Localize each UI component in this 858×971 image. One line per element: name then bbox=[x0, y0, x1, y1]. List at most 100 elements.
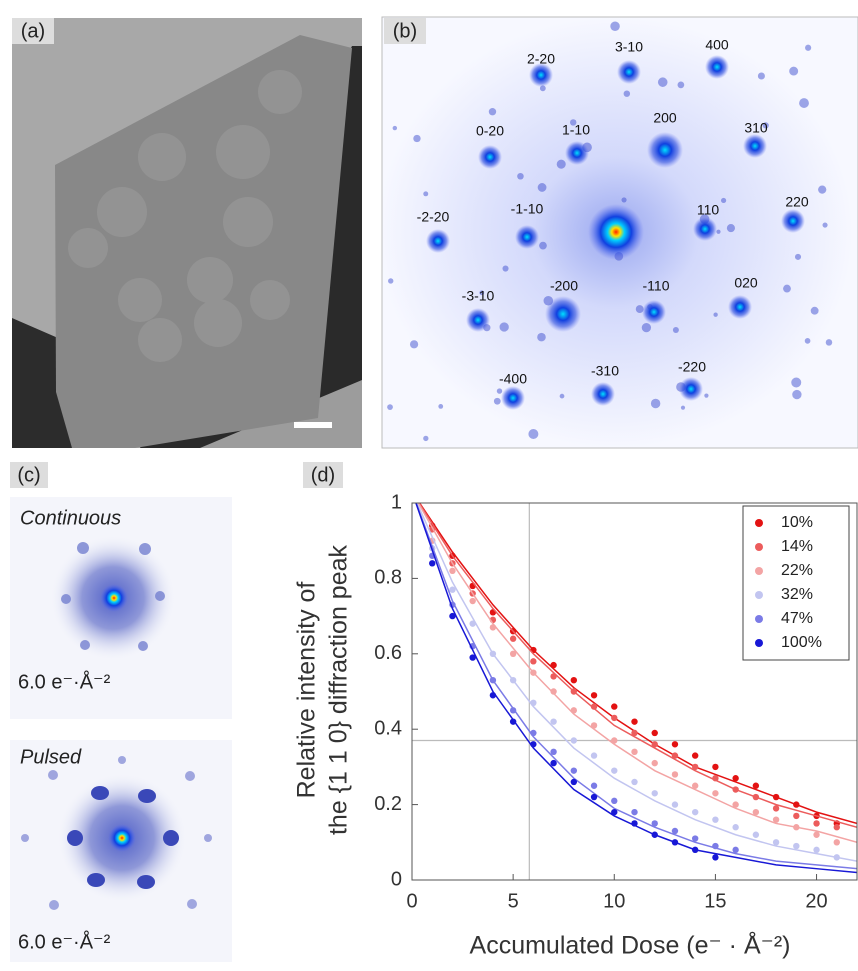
fit-line bbox=[418, 503, 857, 828]
faint-spot bbox=[672, 326, 679, 333]
legend-label: 22% bbox=[781, 562, 813, 579]
spot-label: 110 bbox=[697, 202, 720, 218]
data-point bbox=[590, 752, 598, 759]
faint-spot bbox=[704, 393, 709, 398]
data-point bbox=[671, 801, 679, 808]
data-point bbox=[570, 737, 578, 744]
faint-spot bbox=[528, 428, 539, 439]
data-point bbox=[530, 729, 537, 737]
data-point bbox=[550, 718, 557, 725]
data-point bbox=[530, 669, 537, 676]
data-point bbox=[590, 793, 598, 801]
data-point bbox=[570, 707, 578, 714]
faint-spot bbox=[726, 224, 735, 233]
data-point bbox=[813, 846, 820, 854]
data-point bbox=[772, 805, 780, 812]
panel-label: (b) bbox=[393, 20, 417, 42]
faint-spot bbox=[392, 125, 398, 131]
faint-spot bbox=[488, 108, 497, 116]
legend-label: 32% bbox=[781, 586, 813, 603]
faint-spot bbox=[570, 119, 577, 126]
data-point bbox=[651, 790, 658, 797]
x-tick-label: 10 bbox=[603, 890, 625, 912]
legend-label: 14% bbox=[781, 538, 813, 555]
data-point bbox=[611, 808, 618, 816]
data-point bbox=[752, 808, 760, 816]
data-point bbox=[590, 692, 598, 699]
faint-spot bbox=[804, 338, 811, 344]
spot bbox=[426, 229, 450, 253]
data-point bbox=[509, 635, 517, 642]
data-point bbox=[590, 722, 598, 729]
data-point bbox=[671, 771, 679, 778]
data-point bbox=[631, 729, 638, 737]
data-point bbox=[712, 816, 719, 823]
data-point bbox=[671, 741, 679, 748]
data-point bbox=[732, 801, 739, 808]
data-point bbox=[691, 752, 699, 759]
data-point bbox=[590, 782, 598, 789]
data-point bbox=[570, 688, 578, 695]
data-point bbox=[691, 763, 699, 771]
y-axis-label: the {1 1 0} diffraction peak bbox=[325, 544, 353, 835]
spot bbox=[478, 145, 502, 169]
data-point bbox=[449, 612, 456, 620]
data-point bbox=[611, 703, 618, 710]
faint-spot bbox=[493, 397, 501, 405]
faint-spot bbox=[794, 253, 802, 260]
faint-spot bbox=[799, 98, 809, 108]
data-point bbox=[813, 820, 820, 827]
spot-label: -3-10 bbox=[462, 288, 495, 304]
faint-spot bbox=[499, 322, 509, 332]
spot-label: 220 bbox=[785, 194, 809, 210]
spot bbox=[545, 296, 581, 332]
faint-spot bbox=[438, 404, 444, 409]
spot bbox=[515, 225, 539, 249]
faint-spot bbox=[623, 90, 631, 97]
data-point bbox=[691, 835, 699, 842]
panel-label: (a) bbox=[21, 20, 45, 42]
faint-spot bbox=[720, 197, 727, 204]
x-tick-label: 20 bbox=[805, 890, 827, 912]
data-point bbox=[671, 839, 679, 846]
faint-spot bbox=[413, 134, 421, 143]
legend-marker bbox=[755, 615, 763, 623]
fit-line bbox=[415, 503, 857, 870]
data-point bbox=[793, 824, 800, 831]
y-tick-label: 0.4 bbox=[374, 717, 402, 739]
mode-title: Continuous bbox=[20, 507, 121, 529]
data-point bbox=[469, 620, 476, 627]
data-point bbox=[550, 661, 557, 669]
faint-spot bbox=[822, 222, 828, 228]
data-point bbox=[732, 786, 739, 793]
faint-spot bbox=[805, 44, 812, 51]
faint-spot bbox=[650, 398, 661, 409]
data-point bbox=[570, 778, 578, 786]
data-point bbox=[611, 767, 618, 774]
faint-spot bbox=[762, 122, 769, 129]
x-tick-label: 5 bbox=[508, 890, 519, 912]
y-tick-label: 1 bbox=[391, 491, 402, 513]
legend-marker bbox=[755, 639, 763, 647]
dose-label: 6.0 e⁻·Å⁻² bbox=[18, 930, 111, 953]
panel-label-box bbox=[384, 18, 426, 44]
data-point bbox=[550, 759, 557, 767]
spot-label: -400 bbox=[499, 371, 527, 387]
y-axis-label: Relative intensity of bbox=[293, 582, 321, 799]
faint-spot bbox=[423, 435, 429, 442]
spot bbox=[617, 60, 641, 84]
faint-spot bbox=[409, 340, 419, 349]
spot bbox=[743, 134, 767, 158]
faint-spot bbox=[556, 159, 566, 169]
data-point bbox=[651, 820, 658, 827]
data-point bbox=[671, 752, 679, 759]
spot bbox=[728, 295, 752, 319]
fit-line bbox=[416, 503, 857, 862]
faint-spot bbox=[641, 323, 652, 333]
legend-marker bbox=[755, 567, 763, 575]
data-point bbox=[772, 793, 780, 801]
spot-label: 400 bbox=[705, 37, 729, 53]
data-point bbox=[712, 763, 719, 771]
data-point bbox=[833, 839, 840, 846]
legend-marker bbox=[755, 591, 763, 599]
